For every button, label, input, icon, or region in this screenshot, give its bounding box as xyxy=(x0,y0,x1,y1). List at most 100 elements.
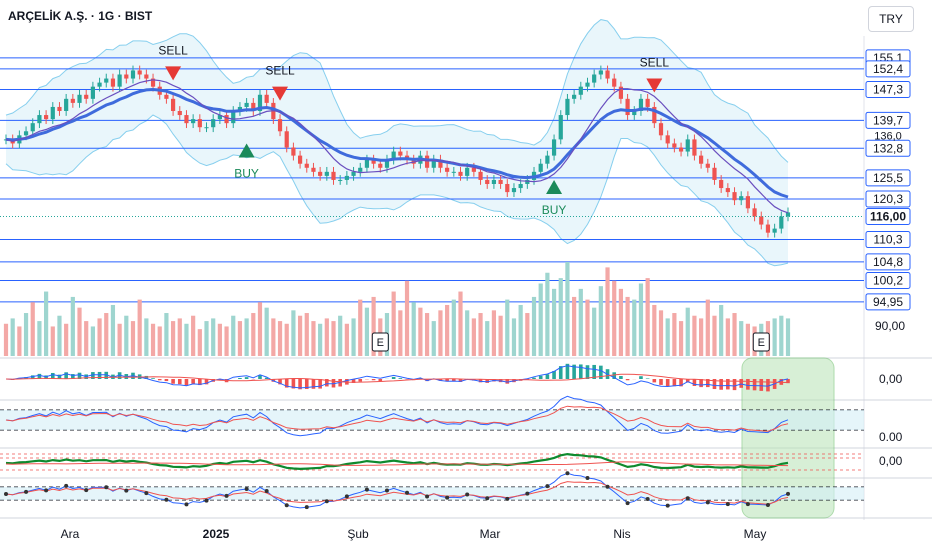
x-axis-label: Mar xyxy=(480,527,501,541)
volume-bar xyxy=(471,318,476,356)
macd-histogram-bar xyxy=(30,375,35,379)
candle xyxy=(518,184,523,189)
stoch-dot xyxy=(64,483,69,488)
volume-bar xyxy=(97,318,102,356)
ema-line xyxy=(5,87,789,199)
macd-line xyxy=(5,365,789,389)
price-level-label-7: 110,3 xyxy=(873,233,902,247)
macd-histogram-bar xyxy=(284,379,289,388)
macd-histogram-bar xyxy=(325,379,329,387)
candle xyxy=(251,102,256,111)
candle xyxy=(685,139,690,152)
volume-bar xyxy=(465,310,470,356)
buy-signal-arrow xyxy=(238,143,255,158)
volume-bar xyxy=(364,307,370,356)
candle xyxy=(759,216,764,225)
volume-bar xyxy=(672,313,677,356)
volume-bar xyxy=(197,329,202,356)
volume-bar xyxy=(30,302,35,356)
candle xyxy=(511,188,517,193)
volume-bar xyxy=(772,318,777,356)
volume-bar xyxy=(3,323,9,356)
candle xyxy=(398,151,403,156)
earnings-marker xyxy=(752,332,770,352)
volume-bar xyxy=(632,299,637,356)
volume-bar xyxy=(612,280,617,356)
candle xyxy=(331,171,336,180)
volume-bar xyxy=(665,318,670,356)
volume-bar xyxy=(297,315,303,356)
volume-bar xyxy=(23,313,29,356)
candle xyxy=(70,98,75,103)
stoch-dot xyxy=(565,471,570,476)
macd-histogram-bar xyxy=(398,378,403,379)
macd-histogram-bar xyxy=(585,365,590,379)
macd-histogram-bar xyxy=(164,379,169,382)
candle xyxy=(204,127,209,129)
candle xyxy=(665,135,670,144)
currency-button[interactable]: TRY xyxy=(868,6,914,32)
candle xyxy=(311,167,316,172)
candle xyxy=(224,115,229,124)
stoch-dot xyxy=(405,490,410,495)
candle xyxy=(438,159,443,168)
macd-histogram-bar xyxy=(358,379,363,382)
candle xyxy=(150,78,156,87)
volume-bar xyxy=(264,307,269,356)
volume-bar xyxy=(44,291,49,356)
candle xyxy=(678,147,684,152)
candle xyxy=(692,139,697,156)
volume-bar xyxy=(284,323,289,356)
candle xyxy=(84,94,89,99)
volume-bar xyxy=(291,310,296,356)
candle xyxy=(605,70,610,79)
candle xyxy=(144,74,149,79)
price-level-label-2: 147,3 xyxy=(873,83,903,97)
axis-label-90: 90,00 xyxy=(875,319,905,333)
candle xyxy=(551,139,557,156)
volume-bar xyxy=(304,313,309,356)
stoch-dot xyxy=(465,492,470,497)
candle xyxy=(117,74,122,87)
volume-bar xyxy=(104,313,109,356)
volume-bar xyxy=(398,310,403,356)
volume-bar xyxy=(130,321,136,356)
macd-histogram-bar xyxy=(665,379,670,387)
price-level-label-5: 125,5 xyxy=(873,171,903,185)
candle xyxy=(458,171,463,176)
macd-histogram-bar xyxy=(238,377,242,379)
macd-histogram-bar xyxy=(485,379,490,383)
macd-histogram-bar xyxy=(44,375,48,379)
candle xyxy=(264,94,269,103)
stoch-dot xyxy=(685,496,690,501)
macd-histogram-bar xyxy=(264,377,269,379)
candle xyxy=(338,179,343,181)
x-axis-label: Nis xyxy=(613,527,630,541)
price-level-box-6 xyxy=(865,190,911,208)
macd-histogram-bar xyxy=(204,379,209,385)
volume-bar xyxy=(545,272,550,356)
candle xyxy=(384,159,390,168)
macd-histogram-bar xyxy=(304,379,309,390)
macd-histogram-bar xyxy=(625,379,630,381)
macd-histogram-bar xyxy=(692,379,697,387)
price-level-label-10: 94,95 xyxy=(873,295,903,309)
macd-histogram-bar xyxy=(157,379,162,381)
price-level-box-3 xyxy=(865,111,911,129)
candle xyxy=(672,143,677,148)
stoch-dot xyxy=(786,491,790,496)
bollinger-upper xyxy=(5,19,789,163)
stoch-dot xyxy=(645,497,650,502)
volume-bar xyxy=(90,326,95,356)
candle xyxy=(378,163,383,168)
candle xyxy=(191,119,196,124)
macd-histogram-bar xyxy=(719,379,723,390)
volume-bar xyxy=(699,318,704,356)
macd-histogram-bar xyxy=(37,373,42,379)
stoch-dot xyxy=(665,503,670,508)
candle xyxy=(752,208,757,217)
macd-histogram-bar xyxy=(64,372,68,379)
stoch-dot xyxy=(485,496,490,501)
macd-histogram-bar xyxy=(552,370,556,379)
